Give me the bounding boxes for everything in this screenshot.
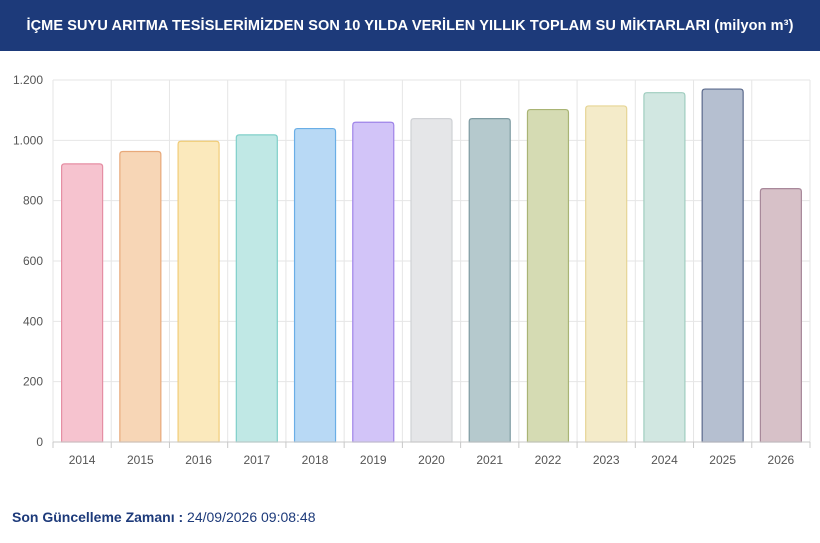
x-tick-label: 2021 [476, 453, 503, 467]
chart-axes: 0 200 400 600 800 1.000 1.200 2014 2015 2016 2017 2… [13, 73, 811, 467]
y-tick-label: 1.000 [13, 133, 43, 147]
x-tick-label: 2026 [768, 453, 795, 467]
x-tick-label: 2018 [302, 453, 329, 467]
bar-2022 [526, 108, 570, 443]
x-tick-label: 2025 [709, 453, 736, 467]
last-updated: Son Güncelleme Zamanı : 24/09/2026 09:08… [12, 509, 316, 525]
bar-2017 [235, 134, 278, 443]
bar-2020 [410, 118, 453, 443]
y-tick-label: 400 [23, 314, 43, 328]
x-tick-label: 2020 [418, 453, 445, 467]
bar-2026 [759, 188, 802, 443]
x-tick-label: 2023 [593, 453, 620, 467]
last-updated-value: 24/09/2026 09:08:48 [187, 509, 316, 525]
bar-2014 [61, 163, 104, 443]
bar-2021 [468, 118, 511, 443]
bar-2024 [643, 92, 686, 443]
bar-2025 [701, 88, 744, 443]
y-tick-label: 800 [23, 194, 43, 208]
bar-chart: 0 200 400 600 800 1.000 1.200 2014 2015 2016 2017 2… [13, 73, 811, 467]
chart-container: 0 200 400 600 800 1.000 1.200 2014 2015 2016 2017 2… [0, 51, 820, 491]
x-tick-label: 2017 [243, 453, 270, 467]
bar-2023 [585, 105, 628, 443]
bar-2018 [293, 127, 337, 443]
page-title: İÇME SUYU ARITMA TESİSLERİMİZDEN SON 10 … [26, 17, 794, 34]
x-tick-label: 2019 [360, 453, 387, 467]
bar-2019 [352, 121, 395, 443]
chart-bars [61, 88, 802, 443]
bar-2015 [119, 150, 162, 443]
x-tick-label: 2016 [185, 453, 212, 467]
y-tick-label: 600 [23, 254, 43, 268]
y-tick-label: 200 [23, 375, 43, 389]
y-tick-label: 0 [36, 435, 43, 449]
x-tick-label: 2022 [535, 453, 562, 467]
x-tick-label: 2024 [651, 453, 678, 467]
y-tick-label: 1.200 [13, 73, 43, 87]
bar-2016 [177, 140, 220, 443]
page-header: İÇME SUYU ARITMA TESİSLERİMİZDEN SON 10 … [0, 0, 820, 51]
last-updated-label: Son Güncelleme Zamanı : [12, 509, 184, 525]
x-tick-label: 2014 [69, 453, 96, 467]
x-tick-label: 2015 [127, 453, 154, 467]
